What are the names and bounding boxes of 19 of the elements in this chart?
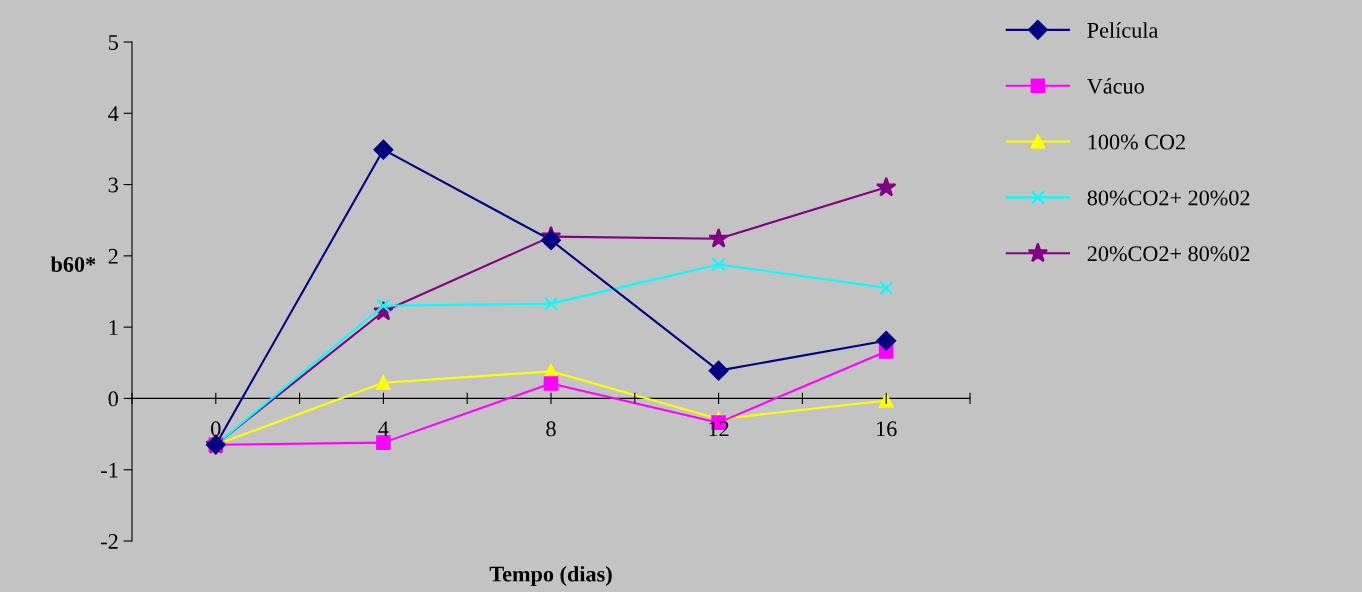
x-tick-label: 0 (211, 421, 221, 437)
legend-label: Película (1087, 22, 1159, 38)
x-tick-label: 16 (877, 421, 897, 437)
y-tick-label: 2 (108, 248, 118, 264)
legend-label: 100% CO2 (1088, 134, 1185, 150)
x-tick-label: 8 (546, 421, 556, 437)
y-tick-label: 0 (108, 391, 118, 407)
legend-label: 80%CO2+ 20%02 (1087, 190, 1250, 206)
y-tick-label: 3 (108, 177, 118, 193)
y-tick-label: 5 (108, 35, 118, 50)
y-tick-label: -1 (101, 462, 118, 478)
x-axis-title: Tempo (dias) (489, 565, 612, 587)
x-tick-label: 4 (378, 421, 389, 437)
y-tick-label: 4 (108, 106, 119, 121)
y-axis-title: b60* (50, 256, 96, 273)
legend-label: Vácuo (1087, 78, 1144, 94)
y-tick-label: -2 (101, 533, 118, 549)
legend-label: 20%CO2+ 80%02 (1087, 246, 1250, 262)
y-tick-label: 1 (109, 320, 118, 335)
